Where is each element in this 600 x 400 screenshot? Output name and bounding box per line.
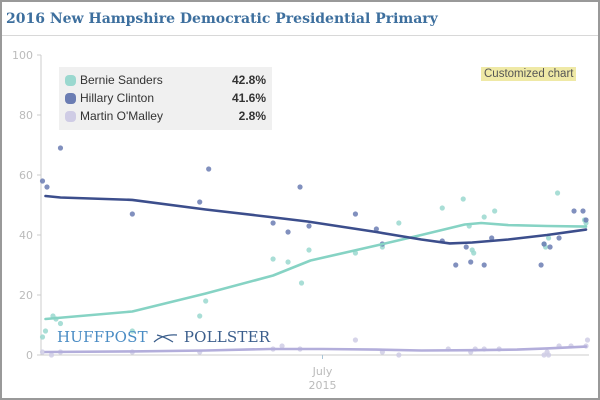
legend-item-clinton[interactable]: Hillary Clinton 41.6%	[65, 90, 266, 108]
poll-point-hillary-clinton[interactable]	[489, 235, 495, 241]
poll-point-bernie-sanders[interactable]	[471, 250, 477, 256]
y-tick-label: 40	[19, 229, 33, 242]
data-points	[39, 145, 591, 358]
poll-point-martin-o-malley[interactable]	[39, 349, 46, 355]
poll-point-hillary-clinton[interactable]	[57, 145, 64, 151]
legend-swatch	[65, 93, 76, 104]
poll-point-hillary-clinton[interactable]	[206, 166, 212, 172]
customized-chart-badge: Customized chart	[481, 67, 577, 81]
huffpost-pollster-logo: HUFFPOST POLLSTER	[57, 328, 270, 346]
poll-point-martin-o-malley[interactable]	[396, 352, 402, 358]
poll-point-bernie-sanders[interactable]	[554, 190, 561, 196]
legend: Bernie Sanders 42.8% Hillary Clinton 41.…	[59, 67, 272, 130]
poll-point-bernie-sanders[interactable]	[197, 313, 203, 319]
chart-title: 2016 New Hampshire Democratic Presidenti…	[6, 11, 438, 27]
legend-item-sanders[interactable]: Bernie Sanders 42.8%	[65, 72, 266, 90]
poll-point-hillary-clinton[interactable]	[352, 211, 359, 217]
title-bar: 2016 New Hampshire Democratic Presidenti…	[2, 2, 598, 36]
legend-value: 42.8%	[231, 73, 266, 87]
y-tick-label: 100	[12, 49, 33, 62]
poll-point-hillary-clinton[interactable]	[580, 208, 586, 214]
legend-label: Hillary Clinton	[80, 91, 155, 105]
poll-point-bernie-sanders[interactable]	[57, 320, 64, 327]
poll-point-hillary-clinton[interactable]	[197, 199, 203, 205]
poll-point-bernie-sanders[interactable]	[129, 328, 135, 334]
y-tick-label: 0	[26, 349, 33, 362]
poll-point-bernie-sanders[interactable]	[396, 220, 402, 226]
poll-point-hillary-clinton[interactable]	[541, 241, 547, 247]
legend-swatch	[65, 111, 76, 122]
poll-point-hillary-clinton[interactable]	[468, 259, 474, 265]
poll-point-hillary-clinton[interactable]	[538, 262, 544, 268]
trend-line-bernie-sanders[interactable]	[44, 221, 588, 321]
legend-value: 2.8%	[238, 109, 266, 123]
x-tick-label-year: 2015	[308, 379, 336, 392]
trend-line-martin-o-malley[interactable]	[44, 345, 588, 354]
y-tick-label: 60	[19, 169, 33, 182]
poll-point-bernie-sanders[interactable]	[39, 334, 46, 340]
poll-point-martin-o-malley[interactable]	[352, 337, 359, 343]
poll-point-bernie-sanders[interactable]	[439, 205, 445, 211]
poll-point-hillary-clinton[interactable]	[373, 226, 379, 232]
poll-point-hillary-clinton[interactable]	[583, 217, 589, 223]
poll-point-hillary-clinton[interactable]	[129, 211, 135, 217]
poll-point-hillary-clinton[interactable]	[481, 262, 487, 268]
legend-label: Bernie Sanders	[80, 73, 163, 87]
poll-point-bernie-sanders[interactable]	[42, 328, 49, 334]
poll-point-hillary-clinton[interactable]	[463, 244, 469, 250]
poll-point-hillary-clinton[interactable]	[453, 262, 459, 268]
poll-point-hillary-clinton[interactable]	[297, 184, 303, 190]
poll-point-hillary-clinton[interactable]	[556, 235, 562, 241]
poll-point-martin-o-malley[interactable]	[48, 352, 55, 358]
poll-point-hillary-clinton[interactable]	[306, 223, 312, 229]
legend-value: 41.6%	[231, 91, 266, 105]
poll-point-hillary-clinton[interactable]	[547, 244, 553, 250]
poll-point-hillary-clinton[interactable]	[44, 184, 50, 190]
poll-point-bernie-sanders[interactable]	[545, 235, 552, 241]
poll-point-bernie-sanders[interactable]	[298, 280, 305, 286]
poll-point-bernie-sanders[interactable]	[460, 196, 466, 202]
y-tick-label: 80	[19, 109, 33, 122]
logo-huffpost: HUFFPOST	[57, 328, 148, 346]
poll-point-bernie-sanders[interactable]	[203, 298, 209, 304]
poll-point-hillary-clinton[interactable]	[39, 178, 46, 184]
poll-point-hillary-clinton[interactable]	[270, 220, 276, 226]
poll-point-hillary-clinton[interactable]	[285, 229, 291, 235]
legend-swatch	[65, 75, 76, 86]
poll-point-martin-o-malley[interactable]	[545, 352, 552, 358]
trend-line-hillary-clinton[interactable]	[44, 194, 588, 245]
poll-point-bernie-sanders[interactable]	[481, 214, 487, 220]
poll-point-bernie-sanders[interactable]	[306, 247, 312, 253]
poll-point-bernie-sanders[interactable]	[285, 259, 291, 265]
x-tick-label-month: July	[312, 365, 333, 378]
poll-point-martin-o-malley[interactable]	[279, 343, 285, 349]
poll-point-martin-o-malley[interactable]	[584, 337, 591, 343]
logo-pollster: POLLSTER	[183, 328, 271, 346]
poll-point-bernie-sanders[interactable]	[492, 208, 498, 214]
poll-point-hillary-clinton[interactable]	[571, 208, 577, 214]
legend-item-omalley[interactable]: Martin O'Malley 2.8%	[65, 108, 266, 126]
poll-point-bernie-sanders[interactable]	[270, 256, 276, 262]
legend-label: Martin O'Malley	[80, 109, 163, 123]
trend-lines	[44, 194, 588, 354]
swoosh-icon	[153, 334, 177, 343]
y-tick-label: 20	[19, 289, 33, 302]
